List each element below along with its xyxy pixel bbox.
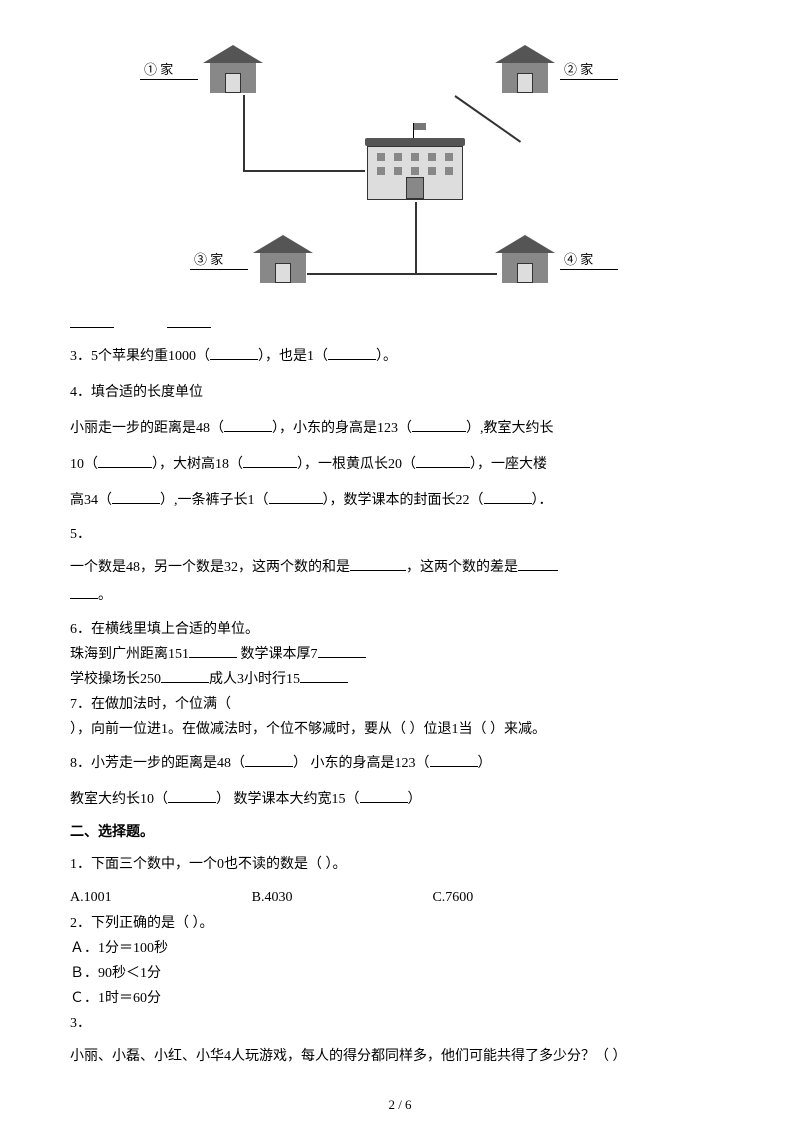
q4-line2: 10（ ），大树高18（ ），一根黄瓜长20（ ），一座大楼 — [70, 451, 730, 479]
q4-l1c: ）,教室大约长 — [466, 421, 554, 436]
q6-title: 6．在横线里填上合适的单位。 — [70, 618, 730, 641]
q5-c: 。 — [98, 588, 112, 603]
q4-l3d: ）． — [532, 493, 553, 508]
flag-icon — [413, 123, 429, 138]
q8-l1a: 8．小芳走一步的距离是48（ — [70, 756, 245, 771]
q7-line2: ），向前一位进1。在做减法时，个位不够减时，要从（ ）位退1当（ ）来减。 — [70, 718, 730, 741]
house-icon — [495, 45, 555, 95]
q8-l2c: ） — [408, 792, 422, 807]
q3: 3．5个苹果约重1000（ ），也是1（ ）。 — [70, 343, 730, 371]
school-building — [365, 138, 465, 203]
q4-l1a: 小丽走一步的距离是48（ — [70, 421, 224, 436]
q6-l2b: 成人3小时行15 — [209, 672, 300, 687]
connector — [454, 95, 521, 143]
q5-a: 一个数是48，另一个数是32，这两个数的和是 — [70, 560, 350, 575]
s2q2-optB: Ｂ．90秒＜1分 — [70, 962, 730, 985]
connector — [307, 273, 497, 275]
s2q2-optA: Ａ．1分＝100秒 — [70, 937, 730, 960]
q7-line1: 7．在做加法时，个位满（ — [70, 693, 730, 716]
house-4-label: ④ 家 — [560, 250, 618, 271]
house-icon — [495, 235, 555, 285]
q8-l2b: ） 数学课本大约宽15（ — [216, 792, 360, 807]
house-2: ② 家 — [495, 45, 618, 95]
connector — [243, 95, 245, 170]
s2q1-stem: 1．下面三个数中，一个0也不读的数是（ ）。 — [70, 851, 730, 879]
q4-l3a: 高34（ — [70, 493, 112, 508]
house-diagram: ① 家 ② 家 ③ 家 ④ 家 — [135, 30, 665, 310]
q8-l1b: ） 小东的身高是123（ — [293, 756, 430, 771]
q4-line3: 高34（ ）,一条裤子长1（ ），数学课本的封面长22（ ）． — [70, 487, 730, 515]
q5-line: 一个数是48，另一个数是32，这两个数的和是 ，这两个数的差是。 — [70, 554, 730, 610]
house-2-label: ② 家 — [560, 60, 618, 81]
page-number: 2 / 6 — [0, 1095, 800, 1115]
q8-l2a: 教室大约长10（ — [70, 792, 168, 807]
q4-l2a: 10（ — [70, 457, 98, 472]
q5-b: ，这两个数的差是 — [406, 560, 518, 575]
q6-line2: 学校操场长250 成人3小时行15 — [70, 668, 730, 691]
house-icon — [203, 45, 263, 95]
connector — [243, 170, 365, 172]
q6-l1a: 珠海到广州距离151 — [70, 647, 189, 662]
q8-line2: 教室大约长10（ ） 数学课本大约宽15（ ） — [70, 786, 730, 814]
q6-line1: 珠海到广州距离151 数学课本厚7 — [70, 643, 730, 666]
s2q1-optA: A.1001 — [70, 887, 112, 908]
q4-l2d: ），一座大楼 — [470, 457, 547, 472]
q8-l1c: ） — [478, 756, 492, 771]
s2q3-stem: 小丽、小磊、小红、小华4人玩游戏，每人的得分都同样多，他们可能共得了多少分？（ … — [70, 1043, 730, 1071]
s2q1-optB: B.4030 — [252, 887, 293, 908]
house-3-label: ③ 家 — [190, 250, 248, 271]
q6-l2a: 学校操场长250 — [70, 672, 161, 687]
diagram-blanks — [70, 314, 730, 335]
q3-text-a: 3．5个苹果约重1000（ — [70, 349, 210, 364]
q4-l3c: ），数学课本的封面长22（ — [323, 493, 484, 508]
connector — [415, 202, 417, 274]
q6-l1b: 数学课本厚7 — [237, 647, 318, 662]
q3-text-b: ），也是1（ — [258, 349, 328, 364]
q8-line1: 8．小芳走一步的距离是48（ ） 小东的身高是123（ ） — [70, 750, 730, 778]
q4-line1: 小丽走一步的距离是48（ ），小东的身高是123（ ）,教室大约长 — [70, 415, 730, 443]
q5-title: 5． — [70, 523, 730, 546]
house-1: ① 家 — [140, 45, 263, 95]
q3-text-c: ）。 — [376, 349, 397, 364]
house-icon — [253, 235, 313, 285]
section2-title: 二、选择题。 — [70, 822, 730, 843]
s2q1-optC: C.7600 — [432, 887, 473, 908]
s2q3-title: 3． — [70, 1012, 730, 1035]
q4-l1b: ），小东的身高是123（ — [272, 421, 412, 436]
s2q2-stem: 2．下列正确的是（ ）。 — [70, 912, 730, 935]
house-3: ③ 家 — [190, 235, 313, 285]
s2q2-optC: Ｃ．1时＝60分 — [70, 987, 730, 1010]
q4-l2b: ），大树高18（ — [152, 457, 243, 472]
page-root: ① 家 ② 家 ③ 家 ④ 家 — [0, 0, 800, 1132]
s2q1-options: A.1001 B.4030 C.7600 — [70, 887, 730, 908]
q4-l3b: ）,一条裤子长1（ — [160, 493, 269, 508]
house-4: ④ 家 — [495, 235, 618, 285]
q4-title: 4．填合适的长度单位 — [70, 379, 730, 407]
house-1-label: ① 家 — [140, 60, 198, 81]
q4-l2c: ），一根黄瓜长20（ — [297, 457, 416, 472]
